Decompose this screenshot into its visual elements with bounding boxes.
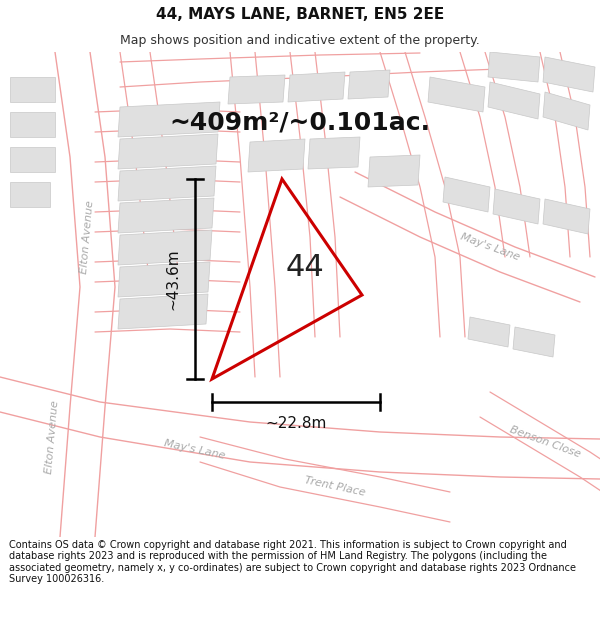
Text: ~409m²/~0.101ac.: ~409m²/~0.101ac. (170, 110, 431, 134)
Polygon shape (10, 147, 55, 172)
Polygon shape (543, 92, 590, 130)
Text: Contains OS data © Crown copyright and database right 2021. This information is : Contains OS data © Crown copyright and d… (9, 539, 576, 584)
Polygon shape (10, 77, 55, 102)
Polygon shape (493, 189, 540, 224)
Polygon shape (368, 155, 420, 187)
Text: Map shows position and indicative extent of the property.: Map shows position and indicative extent… (120, 34, 480, 47)
Text: 44, MAYS LANE, BARNET, EN5 2EE: 44, MAYS LANE, BARNET, EN5 2EE (156, 7, 444, 22)
Text: ~43.6m: ~43.6m (166, 248, 181, 310)
Polygon shape (118, 262, 210, 297)
Polygon shape (543, 57, 595, 92)
Polygon shape (288, 72, 345, 102)
Text: ~22.8m: ~22.8m (265, 416, 326, 431)
Polygon shape (118, 166, 216, 201)
Polygon shape (488, 82, 540, 119)
Text: Trent Place: Trent Place (304, 476, 367, 498)
Polygon shape (118, 230, 212, 265)
Polygon shape (228, 75, 285, 104)
Polygon shape (248, 139, 305, 172)
Polygon shape (118, 198, 214, 233)
Text: 44: 44 (286, 253, 325, 281)
Polygon shape (348, 70, 390, 99)
Text: May's Lane: May's Lane (459, 232, 521, 262)
Polygon shape (118, 134, 218, 169)
Polygon shape (10, 112, 55, 137)
Text: Elton Avenue: Elton Avenue (79, 200, 95, 274)
Polygon shape (513, 327, 555, 357)
Polygon shape (543, 199, 590, 234)
Polygon shape (428, 77, 485, 112)
Text: Benson Close: Benson Close (508, 424, 582, 459)
Polygon shape (118, 102, 220, 137)
Polygon shape (488, 52, 540, 82)
Polygon shape (308, 137, 360, 169)
Text: May's Lane: May's Lane (163, 439, 227, 461)
Polygon shape (468, 317, 510, 347)
Polygon shape (10, 182, 50, 207)
Polygon shape (443, 177, 490, 212)
Polygon shape (118, 294, 208, 329)
Text: Elton Avenue: Elton Avenue (44, 400, 60, 474)
